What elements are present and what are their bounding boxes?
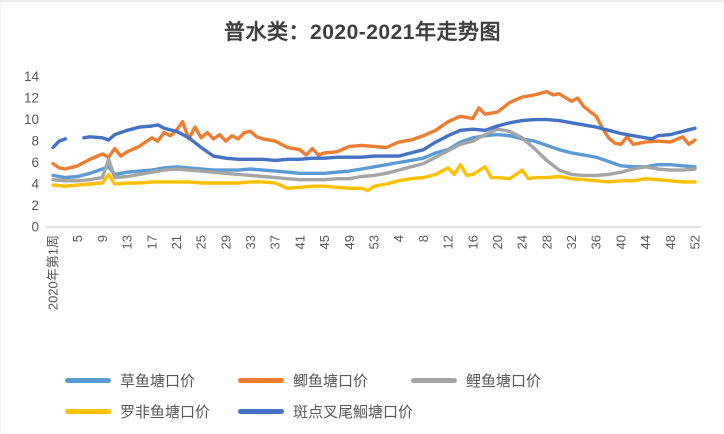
series-line: [51, 117, 697, 163]
legend-label: 草鱼塘口价: [120, 373, 196, 390]
x-tick-label: 13: [120, 235, 135, 249]
legend-label: 鲫鱼塘口价: [293, 373, 369, 390]
series-line: [51, 132, 697, 180]
legend-item: 斑点叉尾鮰塘口价: [238, 401, 458, 422]
x-tick-label: 20: [490, 235, 505, 249]
legend-swatch: [238, 409, 284, 414]
x-tick-label: 8: [416, 235, 431, 242]
y-tick-label: 12: [24, 91, 39, 106]
x-tick-label: 33: [243, 235, 258, 249]
x-tick-label: 5: [70, 235, 85, 242]
x-tick-label: 21: [169, 235, 184, 249]
x-tick-label: 49: [342, 235, 357, 249]
series-line: [51, 163, 697, 193]
x-tick-label: 29: [218, 235, 233, 249]
y-tick-label: 14: [24, 69, 40, 84]
y-tick-label: 4: [31, 177, 39, 192]
legend-item: 鲤鱼塘口价: [411, 370, 584, 391]
legend-item: 草鱼塘口价: [65, 370, 238, 391]
x-tick-label: 53: [367, 235, 382, 249]
legend-row: 罗非鱼塘口价 斑点叉尾鮰塘口价: [65, 396, 705, 427]
x-tick-label: 24: [515, 235, 530, 249]
legend-swatch: [65, 409, 111, 414]
legend-label: 鲤鱼塘口价: [466, 373, 542, 390]
legend-label: 罗非鱼塘口价: [120, 404, 211, 421]
y-tick-label: 8: [31, 134, 39, 149]
legend-label: 斑点叉尾鮰塘口价: [293, 404, 414, 421]
x-tick-label: 2020年第1周: [46, 235, 61, 310]
x-tick-label: 16: [465, 235, 480, 249]
legend-item: 鲫鱼塘口价: [238, 370, 411, 391]
legend-item: 罗非鱼塘口价: [65, 401, 238, 422]
y-tick-label: 0: [31, 220, 39, 235]
x-tick-label: 17: [144, 235, 159, 249]
x-tick-label: 12: [441, 235, 456, 249]
legend-swatch: [65, 378, 111, 383]
legend-swatch: [411, 378, 457, 383]
y-tick-label: 6: [31, 155, 39, 170]
x-tick-label: 40: [613, 235, 628, 249]
y-tick-label: 10: [24, 112, 39, 127]
legend-row: 草鱼塘口价 鲫鱼塘口价 鲤鱼塘口价: [65, 365, 705, 396]
series-line: [51, 127, 697, 183]
y-tick-label: 2: [31, 198, 39, 213]
x-tick-label: 48: [663, 235, 678, 249]
x-tick-label: 4: [391, 235, 406, 242]
x-tick-label: 37: [268, 235, 283, 249]
x-tick-label: 32: [564, 235, 579, 249]
x-tick-label: 41: [292, 235, 307, 249]
x-tick-label: 44: [638, 235, 653, 249]
x-tick-label: 36: [589, 235, 604, 249]
legend-swatch: [238, 378, 284, 383]
x-tick-label: 25: [194, 235, 209, 249]
chart-legend: 草鱼塘口价 鲫鱼塘口价 鲤鱼塘口价罗非鱼塘口价 斑点叉尾鮰塘口价: [65, 365, 705, 427]
x-tick-label: 52: [688, 235, 703, 249]
chart-title: 普水类：2020-2021年走势图: [224, 21, 501, 44]
series-line: [51, 89, 697, 171]
x-tick-label: 9: [95, 235, 110, 242]
x-tick-label: 45: [317, 235, 332, 249]
x-tick-label: 28: [539, 235, 554, 249]
